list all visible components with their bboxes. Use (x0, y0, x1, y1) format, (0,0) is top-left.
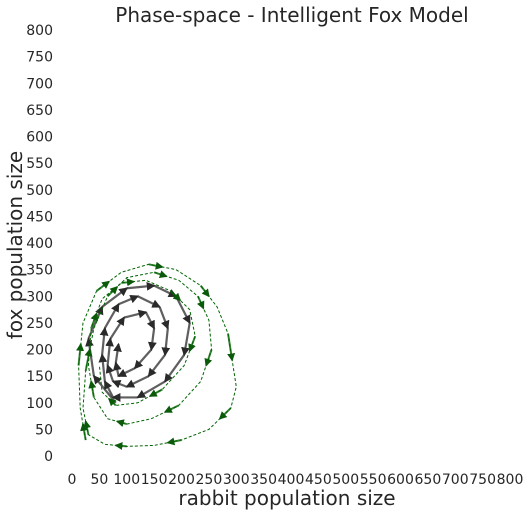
y-tick-label: 350 (26, 263, 53, 279)
x-tick-label: 550 (360, 472, 387, 488)
y-tick-label: 750 (26, 50, 53, 66)
x-tick-label: 650 (415, 472, 442, 488)
x-tick-label: 350 (250, 472, 277, 488)
trajectory-arrow (117, 367, 136, 378)
y-tick-label: 400 (26, 236, 53, 252)
trajectory-arrow-green (76, 342, 85, 366)
trajectory-arrow-green (90, 312, 99, 329)
y-tick-label: 0 (44, 449, 53, 465)
chart-title: Phase-space - Intelligent Fox Model (115, 3, 468, 27)
x-tick-label: 450 (305, 472, 332, 488)
trajectory-arrow (164, 354, 186, 383)
trajectory-arrow (161, 328, 171, 357)
x-tick-label: 500 (332, 472, 359, 488)
trajectory-arrow (99, 326, 109, 355)
trajectory-arrow (126, 281, 156, 291)
trajectory-arrow-green (196, 295, 205, 310)
trajectory-arrow (101, 287, 128, 308)
y-tick-label: 50 (35, 422, 53, 438)
x-tick-label: 100 (113, 472, 140, 488)
trajectory-arrow (103, 302, 120, 329)
trajectory-arrow (98, 353, 108, 382)
trajectory-arrow (118, 295, 140, 306)
plot-area (76, 261, 237, 450)
trajectory-arrow (181, 322, 191, 357)
trajectory-arrow (123, 309, 148, 319)
trajectory-arrow-green (106, 286, 119, 297)
x-tick-label: 750 (469, 472, 496, 488)
x-tick-label: 400 (278, 472, 305, 488)
trajectory-arrow (158, 306, 170, 330)
trajectory-arrow (137, 295, 161, 308)
trajectory-arrow (144, 311, 156, 330)
trajectory-arrow-green (148, 261, 164, 270)
y-tick-label: 550 (26, 156, 53, 172)
y-tick-labels: 0 50 100 150 200 250 300 350 400 450 500 550 600 650 7… (26, 23, 53, 465)
x-tick-label: 200 (168, 472, 195, 488)
trajectory-arrow-green (88, 380, 97, 398)
trajectory-arrow (147, 328, 157, 351)
x-tick-label: 0 (68, 472, 77, 488)
y-tick-label: 150 (26, 369, 53, 385)
trajectory-arrow-green (227, 333, 236, 362)
trajectory-arrow-green (108, 397, 117, 407)
trajectory-arrow (112, 361, 122, 377)
x-axis-label: rabbit population size (178, 486, 395, 510)
trajectory-arrow (175, 295, 191, 325)
trajectory-arrow-green (166, 437, 182, 446)
trajectory-arrow-green (204, 349, 213, 367)
trajectory-arrow (133, 348, 153, 370)
trajectory-arrow-green (218, 407, 232, 420)
trajectory-arrow-green (80, 422, 89, 441)
y-tick-label: 450 (26, 209, 53, 225)
x-tick-label: 50 (90, 472, 108, 488)
y-tick-label: 600 (26, 130, 53, 146)
trajectory-arrow-green (115, 419, 128, 428)
trajectory-arrow (109, 316, 125, 340)
trajectory-arrow (113, 342, 122, 363)
y-tick-label: 200 (26, 343, 53, 359)
trajectory-arrow-green (169, 290, 182, 302)
y-axis-label: fox population size (3, 151, 27, 339)
trajectory-arrow-green (199, 284, 210, 298)
trajectory-arrow (125, 375, 150, 388)
trajectory-arrow-green (163, 404, 180, 413)
x-tick-label: 700 (442, 472, 469, 488)
trajectory-arrow-green (84, 348, 93, 371)
trajectory-arrow (103, 380, 115, 398)
x-tick-label: 600 (387, 472, 414, 488)
y-tick-label: 250 (26, 316, 53, 332)
trajectory-arrow-green (153, 270, 168, 279)
y-tick-label: 800 (26, 23, 53, 39)
y-tick-label: 100 (26, 396, 53, 412)
y-tick-label: 700 (26, 76, 53, 92)
y-tick-label: 300 (26, 289, 53, 305)
x-tick-label: 300 (223, 472, 250, 488)
x-tick-label: 800 (497, 472, 524, 488)
trajectory-arrow-green (114, 442, 127, 450)
trajectory-arrow (111, 380, 128, 389)
x-tick-label: 250 (196, 472, 223, 488)
x-tick-labels: 0 50 100 150 200 250 300 350 400 450 500 550 600 650 7… (68, 472, 524, 488)
trajectory-arrow-green (148, 388, 163, 397)
trajectory-arrow-green (83, 420, 91, 435)
trajectory-arrow (105, 364, 115, 382)
trajectory-arrow (153, 284, 178, 298)
trajectory-arrow (85, 337, 95, 377)
trajectory-arrow-green (96, 280, 111, 292)
trajectory-arrow (105, 337, 114, 366)
y-tick-label: 650 (26, 103, 53, 119)
x-tick-label: 150 (141, 472, 168, 488)
trajectory-arrow-green (121, 278, 135, 287)
y-tick-label: 500 (26, 183, 53, 199)
trajectory-arrow-green (188, 335, 197, 353)
trajectory-arrow (147, 354, 166, 378)
